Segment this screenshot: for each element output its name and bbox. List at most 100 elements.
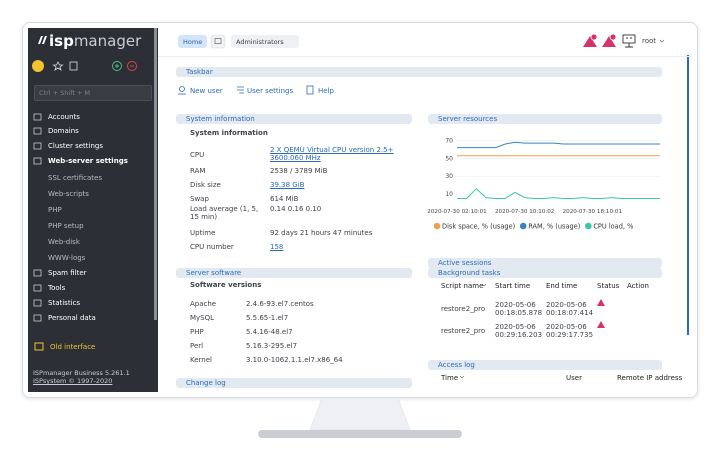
info-label: Disk size [190,181,221,189]
section-header[interactable]: Active sessions [428,258,662,268]
info-value: 614 MiB [270,195,299,203]
status-error [597,299,605,306]
legend-label: Disk space, % (usage) [442,223,515,231]
taskbar-link[interactable]: Help [318,87,334,95]
software-name: PHP [190,328,204,336]
info-value[interactable]: 158 [270,243,284,251]
info-label: Swap [190,195,209,203]
status-error [597,321,605,328]
favorite-icon[interactable] [52,61,64,71]
menu-item[interactable]: Statistics [48,299,80,307]
x-tick-label: 2020-07-30 10:10:02 [495,209,554,215]
column-header[interactable]: Start time [495,282,531,290]
column-header[interactable]: User [566,374,582,382]
section-header[interactable]: Taskbar [176,67,662,77]
info-value: 0.14 0.16 0.10 [270,205,322,213]
info-value[interactable]: 2 X QEMU Virtual CPU version 2.5+ 3600.0… [270,146,394,162]
tab-home[interactable]: Home [178,35,208,48]
legend-label: CPU load, % [593,223,633,231]
taskbar-link[interactable]: New user [190,87,223,95]
panel-subtitle: System information [190,129,268,137]
menu-icon [33,113,42,121]
menu-icon [33,142,42,150]
add-icon[interactable] [112,61,122,71]
monitor-frame [22,22,698,398]
software-name: Apache [190,300,217,308]
menu-item[interactable]: Tools [48,284,66,292]
y-tick-label: 70 [445,137,453,144]
user-menu-chevron[interactable] [659,39,665,43]
menu-item[interactable]: WWW-logs [48,254,86,262]
panel-subtitle: Software versions [190,281,262,289]
task-cell: 2020-05-06 00:29:16.203 [495,323,543,339]
task-cell: restore2_pro [441,305,486,313]
sort-icon [459,375,465,379]
alert-icon[interactable] [583,36,597,47]
taskbar-link[interactable]: User settings [247,87,294,95]
logo-mark [38,36,47,44]
search-box[interactable] [34,85,152,101]
legend-label: RAM, % (usage) [528,223,580,231]
column-header[interactable]: Action [627,282,649,290]
column-header[interactable]: Remote IP address [617,374,683,382]
tab-administrators[interactable]: Administrators [231,35,299,48]
topbar-divider [158,56,692,57]
old-interface-icon [34,342,44,351]
section-header[interactable]: System information [176,114,412,124]
menu-item[interactable]: Web-server settings [48,157,128,165]
section-header[interactable]: Background tasks [428,268,662,278]
menu-item[interactable]: PHP setup [48,222,84,230]
remove-icon[interactable] [127,61,137,71]
menu-item[interactable]: Domains [48,127,79,135]
info-label: Uptime [190,229,216,237]
footer-copyright[interactable]: ISPsystem © 1997-2020 [33,377,113,385]
doc-icon[interactable] [69,61,78,71]
info-value[interactable]: 39.38 GiB [270,181,305,189]
alert-icon[interactable] [602,36,616,47]
legend-marker [433,222,441,230]
section-header[interactable]: Change log [176,378,412,388]
section-header[interactable]: Server resources [428,114,662,124]
menu-item[interactable]: SSL certificates [48,174,102,182]
menu-item[interactable]: Web-disk [48,238,80,246]
menu-item[interactable]: Cluster settings [48,142,103,150]
column-header[interactable]: Script name [441,282,484,290]
software-name: Perl [190,342,204,350]
menu-item[interactable]: Accounts [48,113,80,121]
user-name[interactable]: root [642,37,657,45]
menu-item[interactable]: PHP [48,206,62,214]
menu-icon [33,157,42,165]
sort-icon [481,283,487,287]
y-tick-label: 50 [445,155,453,162]
tab-icon-button[interactable] [210,34,226,49]
main-scrollbar [687,55,689,335]
task-cell: 2020-05-06 00:18:05.878 [495,301,543,317]
column-header[interactable]: End time [546,282,578,290]
legend-marker [519,222,527,230]
logo: ispmanager [49,32,142,50]
menu-icon [33,284,42,292]
menu-item[interactable]: Personal data [48,314,96,322]
series-line [457,141,660,149]
info-value: 92 days 21 hours 47 minutes [270,229,373,237]
column-header[interactable]: Status [597,282,620,290]
menu-icon [33,314,42,322]
menu-icon [33,299,42,307]
user-avatar[interactable] [622,34,636,48]
column-header[interactable]: Time [441,374,459,382]
menu-item[interactable]: Spam filter [48,269,87,277]
old-interface-link[interactable]: Old interface [50,343,96,351]
alert-badge [590,33,598,41]
software-version: 2.4.6-93.el7.centos [246,300,314,308]
avatar[interactable] [32,60,44,72]
section-header[interactable]: Server software [176,268,412,278]
task-cell: 2020-05-06 00:18:07.414 [546,301,594,317]
menu-item[interactable]: Web-scripts [48,190,89,198]
task-cell: 2020-05-06 00:29:17.735 [546,323,594,339]
legend-marker [585,222,592,230]
section-header[interactable]: Access log [428,360,662,370]
software-name: Kernel [190,356,212,364]
section-title: Server software [186,269,242,277]
section-title: Background tasks [438,269,501,277]
